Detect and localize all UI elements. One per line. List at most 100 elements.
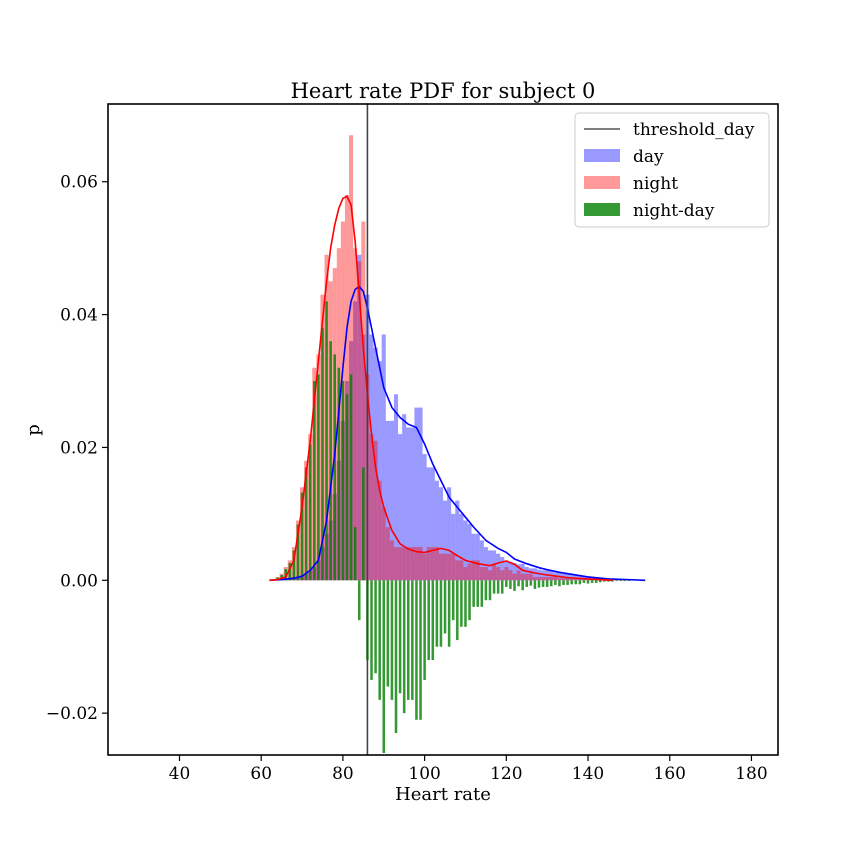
night-hist-bar <box>536 576 542 581</box>
night-hist-bar <box>459 560 464 581</box>
night-day-bar <box>594 580 598 583</box>
night-hist-bar <box>467 563 472 581</box>
day-hist-bar <box>483 547 488 581</box>
night-hist-bar <box>520 573 525 581</box>
night-day-bar <box>349 374 353 581</box>
night-day-bar <box>317 374 320 581</box>
day-hist-bar <box>528 568 533 581</box>
y-tick-label: 0.06 <box>60 173 98 193</box>
day-hist-bar <box>369 334 374 581</box>
night-hist-bar <box>585 579 591 581</box>
night-hist-bar <box>349 135 354 581</box>
night-day-bar <box>476 580 479 607</box>
day-hist-bar <box>381 334 386 581</box>
night-day-bar <box>451 580 455 621</box>
night-hist-bar <box>430 547 435 581</box>
night-hist-bar <box>393 547 399 581</box>
night-hist-bar <box>528 573 533 581</box>
night-day-bar <box>472 580 475 607</box>
night-day-bar <box>578 580 582 585</box>
day-hist-bar <box>532 568 537 581</box>
night-day-bar <box>386 580 390 687</box>
night-day-bar <box>484 580 488 601</box>
day-hist-bar <box>393 394 399 581</box>
night-day-bar <box>333 354 337 581</box>
night-hist-bar <box>565 578 570 581</box>
night-day-bar <box>615 580 618 581</box>
plot-frame <box>107 103 779 756</box>
night-hist-bar <box>516 570 521 581</box>
night-day-bar <box>394 580 398 734</box>
night-day-bar <box>488 580 492 601</box>
night-hist-bar <box>353 248 358 581</box>
day-hist-bar <box>377 361 382 581</box>
night-day-bar <box>382 580 386 754</box>
day-hist-bar <box>418 407 423 581</box>
night-hist-bar <box>361 221 366 581</box>
y-tick-label: 0.04 <box>60 306 98 326</box>
night-hist-bar <box>406 547 411 581</box>
night-day-bar <box>284 569 287 581</box>
legend-swatch-night <box>584 176 620 189</box>
day-hist-bar <box>536 569 542 581</box>
night-hist-bar <box>438 553 443 581</box>
night-hist-bar <box>577 578 582 581</box>
day-hist-bar <box>479 540 484 581</box>
night-day-bar <box>321 327 324 581</box>
night-hist-bar <box>487 570 493 581</box>
night-day-bar <box>411 580 414 700</box>
night-hist-bar <box>581 578 586 581</box>
night-hist-bar <box>443 553 448 581</box>
night-day-bar <box>390 580 394 700</box>
night-hist-bar <box>479 567 484 581</box>
night-day-bar <box>558 580 561 587</box>
night-day-bar <box>480 580 484 607</box>
legend-label-night: night <box>633 174 678 194</box>
night-day-bar <box>611 580 614 582</box>
night-day-bar <box>313 381 316 581</box>
day-hist-bar <box>471 533 476 581</box>
night-hist-bar <box>553 576 558 581</box>
night-hist-bar <box>422 553 427 581</box>
night-hist-bar <box>504 567 509 581</box>
night-day-bar <box>521 580 524 591</box>
night-hist-bar <box>377 480 382 581</box>
night-day-bar <box>607 580 610 582</box>
day-hist-bar <box>451 513 456 581</box>
night-day-bar <box>533 580 537 589</box>
day-hist-bar <box>434 480 439 581</box>
night-hist-bar <box>344 195 350 581</box>
night-day-bar <box>407 580 410 700</box>
night-day-bar <box>427 580 430 661</box>
day-hist-bar <box>422 454 427 581</box>
night-day-bar <box>586 580 590 584</box>
day-hist-bar <box>426 467 431 581</box>
x-tick-label: 140 <box>572 764 604 784</box>
night-hist-bar <box>475 560 480 581</box>
night-day-bar <box>464 580 467 627</box>
day-hist-bar <box>500 557 505 581</box>
day-hist-bar <box>410 427 415 581</box>
night-hist-bar <box>524 573 529 581</box>
night-hist-bar <box>369 434 374 581</box>
night-day-bar <box>402 580 406 714</box>
night-hist-bar <box>573 578 578 581</box>
night-day-bar <box>549 580 553 587</box>
y-axis-label: p <box>23 424 44 436</box>
night-day-bar <box>288 563 292 581</box>
legend-label-day: day <box>633 147 664 167</box>
night-day-bar <box>447 580 451 647</box>
x-tick-label: 180 <box>735 764 767 784</box>
night-hist-bar <box>389 540 394 581</box>
chart-title: Heart rate PDF for subject 0 <box>291 79 596 103</box>
legend-swatch-day <box>584 149 620 162</box>
day-hist-bar <box>467 523 472 581</box>
night-day-bar <box>562 580 565 585</box>
night-hist-bar <box>508 570 513 581</box>
day-hist-bar <box>357 254 362 581</box>
day-hist-bar <box>385 420 390 581</box>
night-day-bar <box>537 580 541 588</box>
night-day-bar <box>419 580 422 720</box>
legend-label-threshold_day: threshold_day <box>633 120 755 140</box>
